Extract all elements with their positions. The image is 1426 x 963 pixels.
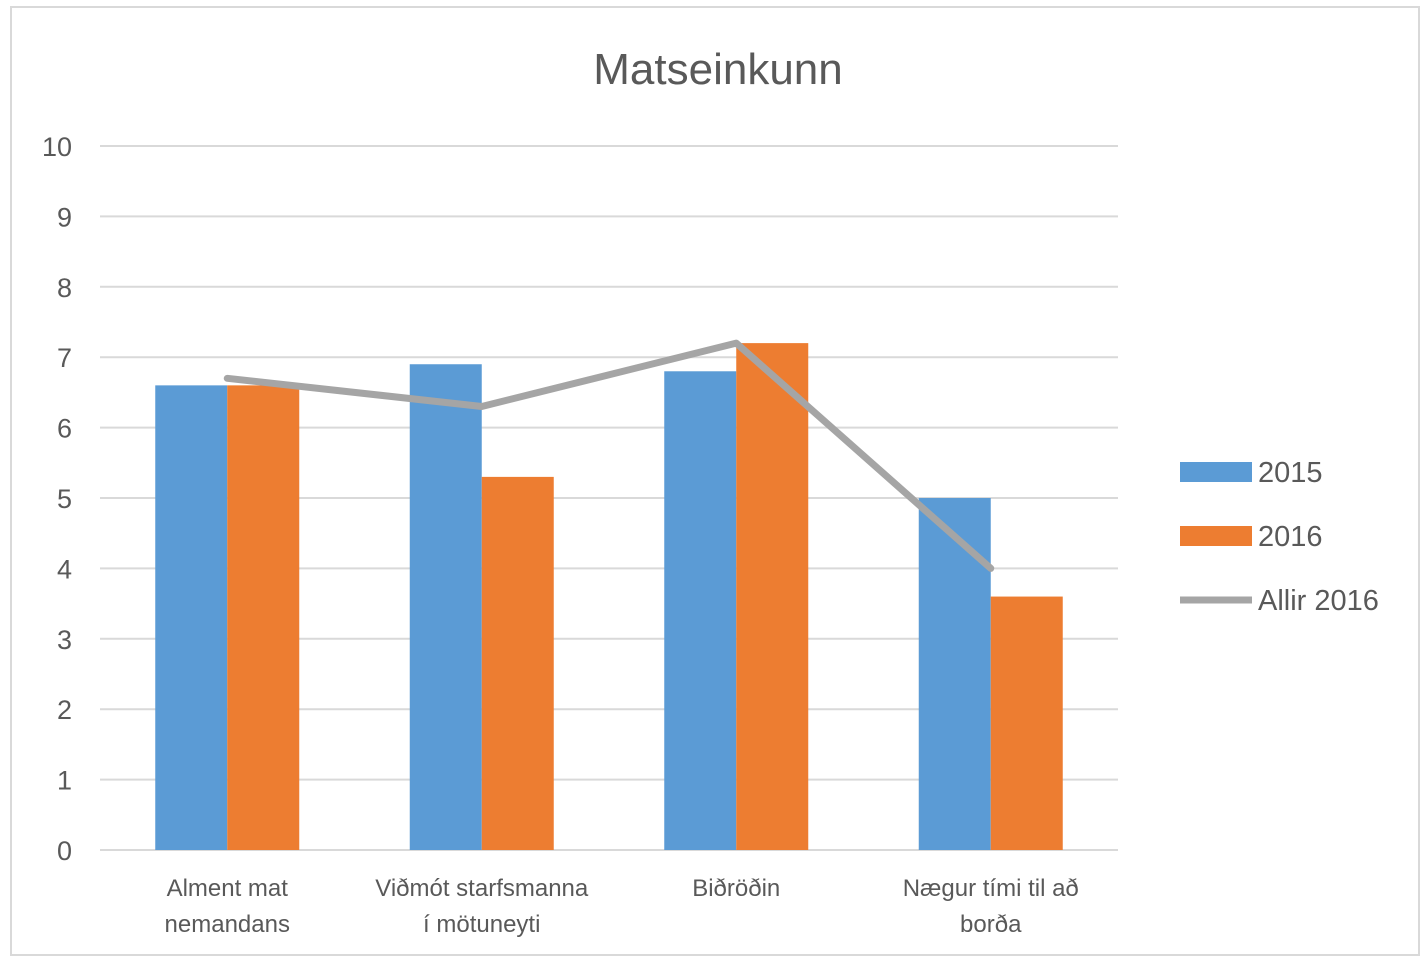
y-tick-label: 9	[57, 202, 72, 232]
bar	[155, 385, 228, 850]
legend-label: 2015	[1258, 457, 1323, 489]
x-tick-label: borða	[960, 911, 1022, 938]
y-tick-label: 4	[57, 554, 72, 584]
bar	[736, 343, 809, 850]
legend-swatch	[1180, 462, 1252, 482]
x-tick-label: Nægur tími til að	[903, 875, 1079, 902]
x-axis: Alment mat nemandans Viðmót starfsmanna í m…	[165, 875, 1079, 938]
legend-label: 2016	[1258, 521, 1323, 553]
line-series-path	[223, 339, 995, 572]
legend-swatch	[1180, 526, 1252, 546]
x-tick-label: nemandans	[165, 911, 290, 938]
bar	[664, 371, 737, 850]
y-tick-label: 10	[42, 132, 72, 162]
y-tick-label: 1	[57, 766, 72, 796]
y-axis: 0 1 2 3 4 5 6 7 8 9 10	[42, 132, 72, 866]
bars	[155, 343, 1063, 850]
y-tick-label: 8	[57, 273, 72, 303]
bar	[481, 476, 554, 850]
bar	[918, 498, 991, 850]
bar	[990, 596, 1063, 850]
x-tick-label: Biðröðin	[692, 875, 780, 902]
y-tick-label: 2	[57, 695, 72, 725]
legend-label: Allir 2016	[1258, 585, 1379, 617]
bar	[409, 364, 482, 850]
y-tick-label: 0	[57, 836, 72, 866]
legend: 2015 2016 Allir 2016	[1180, 457, 1379, 617]
chart-title: Matseinkunn	[593, 45, 842, 94]
y-tick-label: 7	[57, 343, 72, 373]
y-tick-label: 6	[57, 414, 72, 444]
x-tick-label: Viðmót starfsmanna	[375, 875, 589, 902]
x-tick-label: Alment mat	[167, 875, 289, 902]
y-tick-label: 3	[57, 625, 72, 655]
line-series	[223, 339, 995, 572]
y-tick-label: 5	[57, 484, 72, 514]
bar	[227, 385, 300, 850]
x-tick-label: í mötuneyti	[423, 911, 540, 938]
